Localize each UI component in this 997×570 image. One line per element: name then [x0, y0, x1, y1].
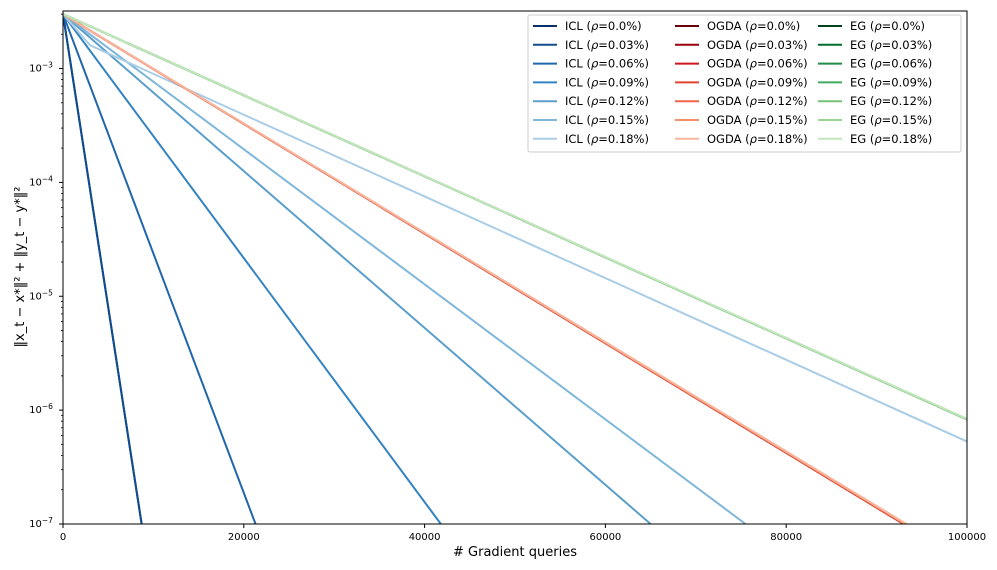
- legend-entry-12: OGDA (ρ=0.15%): [707, 113, 808, 127]
- x-tick-label-5: 100000: [948, 532, 986, 543]
- legend-entry-0: ICL (ρ=0.0%): [565, 19, 642, 33]
- legend-entry-2: ICL (ρ=0.06%): [565, 57, 649, 71]
- legend-entry-10: OGDA (ρ=0.09%): [707, 75, 808, 89]
- y-tick-label-4: 10−3: [29, 61, 53, 75]
- legend-entry-1: ICL (ρ=0.03%): [565, 38, 649, 52]
- legend-entry-7: OGDA (ρ=0.0%): [707, 19, 800, 33]
- x-tick-label-0: 0: [60, 532, 66, 543]
- series-line-1: [63, 14, 143, 524]
- series-line-3: [63, 13, 442, 524]
- series-line-6: [63, 13, 967, 443]
- plot-frame: [62, 10, 968, 525]
- series-layer: [63, 13, 967, 524]
- series-line-13: [63, 13, 907, 524]
- legend-entry-14: EG (ρ=0.0%): [850, 19, 925, 33]
- y-tick-label-3: 10−4: [29, 174, 53, 188]
- legend: ICL (ρ=0.0%) ICL (ρ=0.03%) ICL (ρ=0.06%) IC…: [527, 14, 962, 153]
- y-axis: 10−7 10−6 10−5 10−4 10−3: [29, 13, 63, 530]
- x-tick-label-2: 40000: [409, 532, 441, 543]
- legend-entry-20: EG (ρ=0.18%): [850, 132, 932, 146]
- x-axis-label: # Gradient queries: [453, 545, 577, 560]
- y-axis-label: ‖x_t − x*‖² + ‖y_t − y*‖²: [13, 187, 28, 348]
- y-tick-label-1: 10−6: [29, 402, 53, 416]
- y-tick-label-2: 10−5: [29, 288, 53, 302]
- x-tick-label-3: 60000: [589, 532, 621, 543]
- series-line-4: [63, 13, 652, 524]
- legend-entry-3: ICL (ρ=0.09%): [565, 75, 649, 89]
- legend-entry-13: OGDA (ρ=0.18%): [707, 132, 808, 146]
- legend-entry-6: ICL (ρ=0.18%): [565, 132, 649, 146]
- legend-entry-4: ICL (ρ=0.12%): [565, 94, 649, 108]
- x-tick-label-4: 80000: [770, 532, 802, 543]
- legend-entry-8: OGDA (ρ=0.03%): [707, 38, 808, 52]
- legend-entry-9: OGDA (ρ=0.06%): [707, 57, 808, 71]
- legend-entry-15: EG (ρ=0.03%): [850, 38, 932, 52]
- legend-entry-5: ICL (ρ=0.15%): [565, 113, 649, 127]
- series-line-5: [63, 13, 747, 524]
- legend-frame: [527, 14, 962, 153]
- series-line-20: [63, 13, 967, 420]
- legend-entry-18: EG (ρ=0.12%): [850, 94, 932, 108]
- x-axis: 0 20000 40000 60000 80000 100000: [60, 524, 986, 543]
- legend-entry-19: EG (ρ=0.15%): [850, 113, 932, 127]
- legend-entry-17: EG (ρ=0.09%): [850, 75, 932, 89]
- legend-entry-11: OGDA (ρ=0.12%): [707, 94, 808, 108]
- series-line-2: [63, 13, 257, 524]
- legend-entry-16: EG (ρ=0.06%): [850, 57, 932, 71]
- y-tick-label-0: 10−7: [29, 516, 53, 530]
- x-tick-label-1: 20000: [228, 532, 260, 543]
